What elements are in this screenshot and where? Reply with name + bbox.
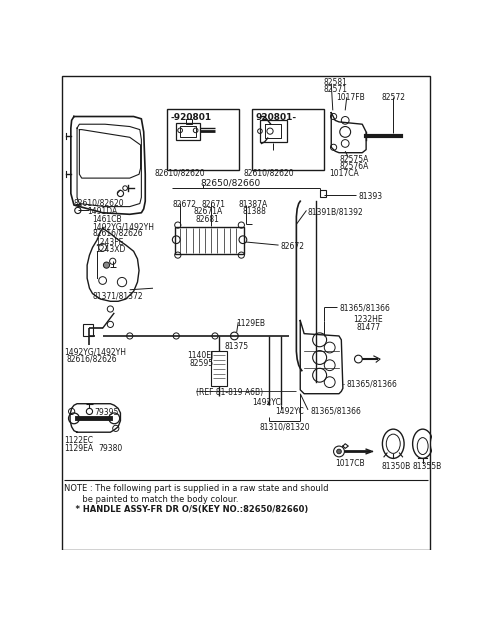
Text: 82671A: 82671A [193,208,223,216]
Text: 82581: 82581 [324,78,348,87]
Text: 81477: 81477 [356,323,380,332]
Text: 82572: 82572 [382,93,406,103]
Text: 82681: 82681 [196,215,219,224]
Text: 1492YC: 1492YC [276,407,304,416]
Text: (REF 81-819 A6B): (REF 81-819 A6B) [196,388,263,397]
Text: NOTE : The following part is supplied in a raw state and should: NOTE : The following part is supplied in… [64,484,328,493]
Bar [186,119,192,124]
Text: 1017CB: 1017CB [335,459,365,468]
Text: 81391B/81392: 81391B/81392 [308,208,364,216]
Text: 82616/82626: 82616/82626 [93,229,143,238]
Text: 1492YG/1492YH: 1492YG/1492YH [93,222,155,231]
Text: 82616/82626: 82616/82626 [66,355,117,363]
Text: 81350B: 81350B [382,462,411,472]
Text: 81355B: 81355B [413,462,442,472]
Text: 1017CA: 1017CA [330,169,360,178]
Text: 82672: 82672 [281,242,305,251]
Bar [176,122,200,140]
Circle shape [336,449,341,454]
Text: 81310/81320: 81310/81320 [259,422,310,431]
Text: 1129EA: 1129EA [64,444,93,453]
Text: * HANDLE ASSY-FR DR O/S(KEY NO.:82650/82660): * HANDLE ASSY-FR DR O/S(KEY NO.:82650/82… [64,506,308,514]
Text: 79380: 79380 [99,444,123,453]
Bar [175,227,244,253]
Text: 1140EJ: 1140EJ [187,352,214,360]
Text: 82671: 82671 [202,200,226,209]
Text: be painted to match the body colour.: be painted to match the body colour. [64,494,239,504]
Text: 79395: 79395 [94,408,119,417]
Text: 82650/82660: 82650/82660 [200,178,261,187]
Text: 82575A: 82575A [339,155,368,164]
Circle shape [103,262,109,268]
Bar [180,125,196,137]
Text: -920801: -920801 [170,112,211,122]
Text: 82610/82620: 82610/82620 [244,169,295,178]
Text: 82571: 82571 [324,85,348,94]
Text: 81365/81366: 81365/81366 [347,380,397,389]
Text: 82576A: 82576A [339,162,368,171]
Bar [211,352,227,386]
Text: 1492YG/1492YH: 1492YG/1492YH [64,347,126,357]
Text: 81388: 81388 [242,208,266,216]
Text: 1129EB: 1129EB [237,319,266,328]
Text: 1232HE: 1232HE [353,315,383,324]
Text: 1122EC: 1122EC [64,436,93,445]
Bar [260,121,287,142]
Bar [320,190,326,197]
Text: 1491DA: 1491DA [87,208,118,216]
Bar [252,109,324,171]
Text: 1243XD: 1243XD [95,245,125,254]
Text: 1017FB: 1017FB [336,93,365,103]
Text: 82610/82620: 82610/82620 [155,169,205,178]
Text: 1461CB: 1461CB [93,215,122,224]
Text: 82595: 82595 [189,359,214,368]
Text: 1243FE: 1243FE [95,238,123,247]
Text: 81365/81366: 81365/81366 [339,303,390,313]
Text: 920801-: 920801- [255,112,297,122]
Bar [167,109,239,171]
Bar [83,324,93,336]
Text: 81387A: 81387A [238,200,267,209]
Text: 81371/81372: 81371/81372 [93,291,143,300]
Text: 82610/82620: 82610/82620 [74,199,125,208]
Text: 82672: 82672 [172,200,196,209]
Text: 81375: 81375 [224,342,249,351]
Text: 81393: 81393 [359,192,383,201]
Text: 81365/81366: 81365/81366 [311,407,361,416]
Text: 1492YC: 1492YC [252,397,281,407]
